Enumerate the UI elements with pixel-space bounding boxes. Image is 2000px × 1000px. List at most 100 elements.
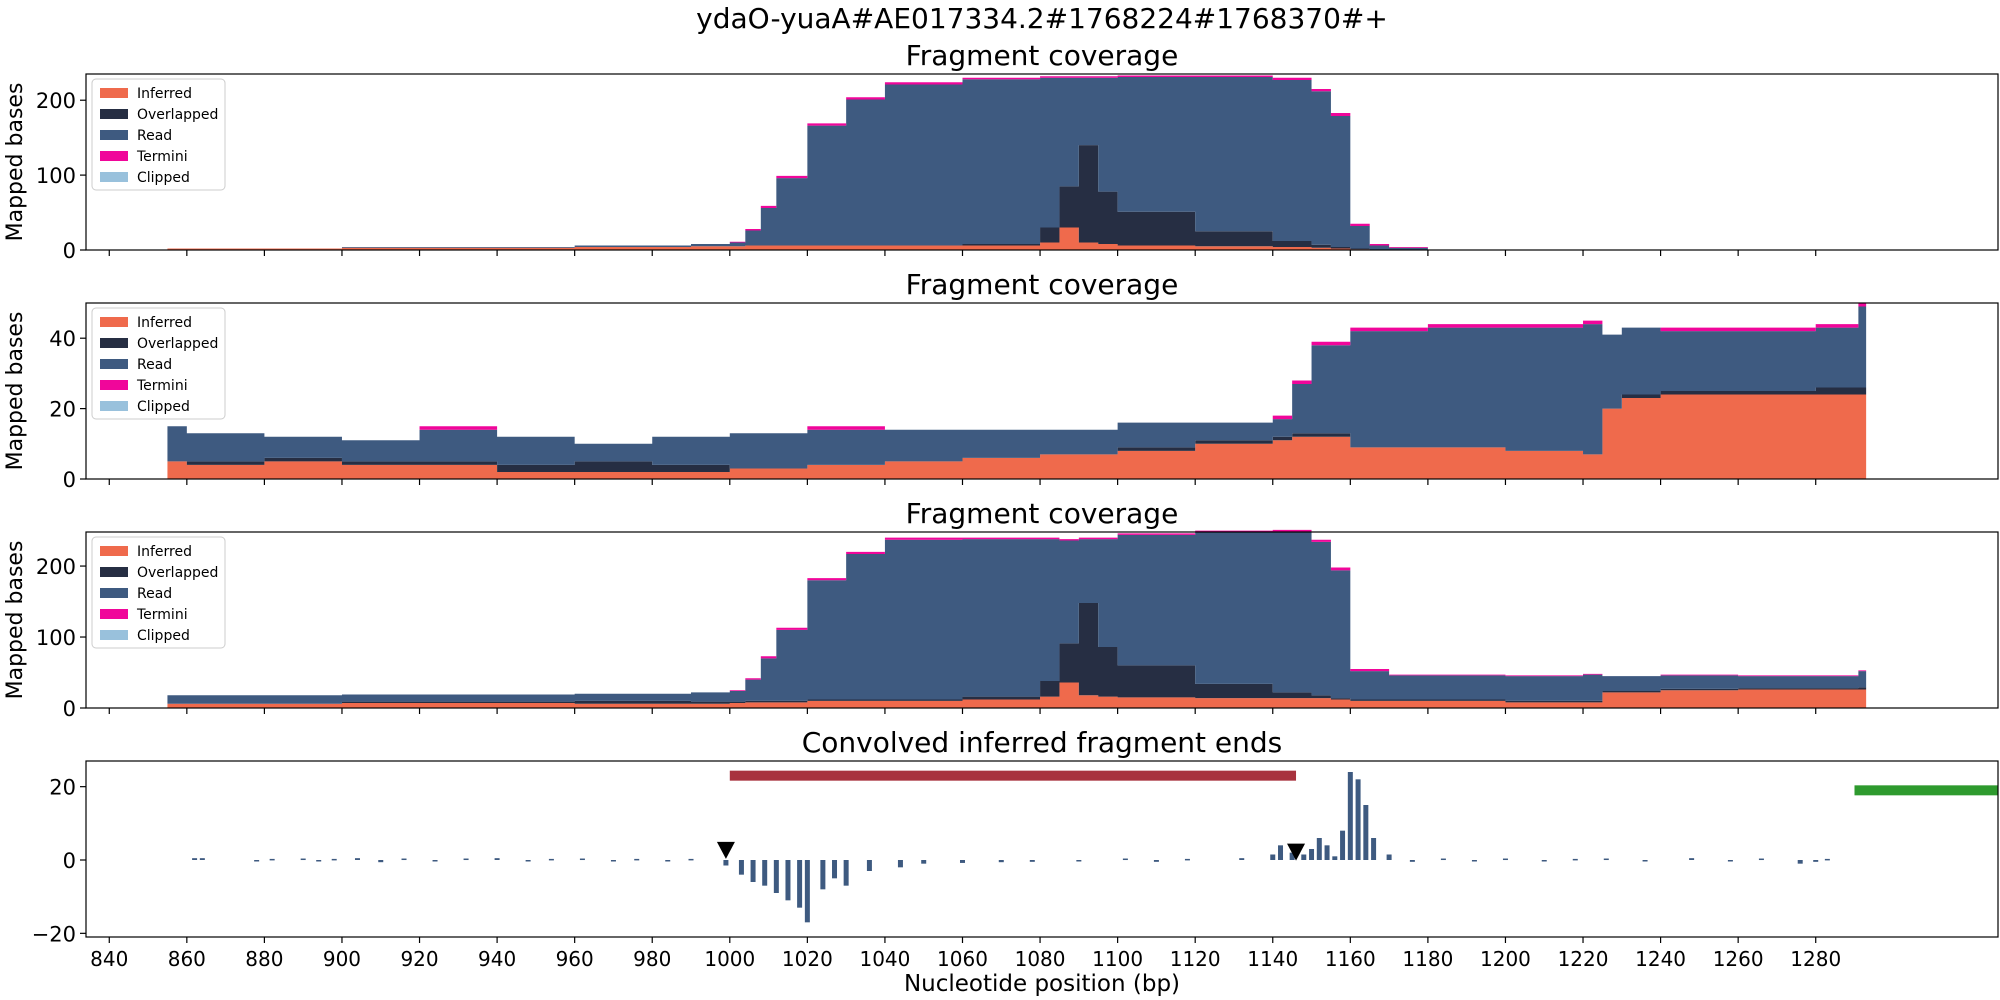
axes-frame	[85, 302, 1999, 480]
x-tick-label: 1220	[1558, 947, 1609, 971]
y-axis-label: Mapped bases	[3, 83, 28, 242]
signal-bar	[300, 858, 306, 861]
signal-bar	[998, 860, 1004, 863]
signal-bar	[634, 858, 640, 861]
y-tick-label: 100	[36, 626, 76, 650]
signal-bar	[1184, 858, 1190, 861]
legend-label-read: Read	[137, 586, 172, 602]
x-tick-label: 960	[556, 947, 594, 971]
signal-bar	[1371, 838, 1377, 860]
panel-4: Convolved inferred fragment ends −20 0 20 84…	[32, 726, 1999, 971]
signal-bar	[463, 858, 469, 861]
signal-bar	[804, 860, 810, 923]
axes-frame	[85, 760, 1999, 938]
signal-bar	[401, 858, 407, 861]
x-tick-label: 1280	[1790, 947, 1841, 971]
y-tick-label: 100	[36, 164, 76, 188]
x-tick-label: 940	[478, 947, 516, 971]
y-tick-label: −20	[32, 922, 76, 946]
legend-swatch-clipped	[100, 630, 128, 640]
x-tick-label: 1260	[1713, 947, 1764, 971]
legend: Inferred Overlapped Read Termini Clipped	[91, 536, 226, 649]
signal-bar	[1363, 805, 1369, 860]
legend: Inferred Overlapped Read Termini Clipped	[91, 307, 226, 420]
figure-title: ydaO-yuaA#AE017334.2#1768224#1768370#+	[696, 2, 1388, 35]
axes-frame	[85, 531, 1999, 709]
signal-bar	[866, 860, 872, 871]
signal-bar	[738, 860, 744, 875]
signal-bar	[723, 860, 729, 866]
legend-label-read: Read	[137, 128, 172, 144]
signal-bar	[432, 860, 438, 862]
signal-bar	[688, 858, 694, 861]
series-read	[167, 76, 1436, 250]
signal-bar	[610, 860, 616, 862]
signal-bar	[1029, 860, 1035, 862]
legend-label-termini: Termini	[136, 607, 188, 623]
legend-label-overlapped: Overlapped	[137, 565, 218, 581]
signal-bar	[1355, 779, 1361, 860]
signal-bar	[921, 860, 927, 864]
x-tick-label: 1180	[1402, 947, 1453, 971]
signal-bar	[832, 860, 838, 879]
legend-label-read: Read	[137, 357, 172, 373]
legend-label-overlapped: Overlapped	[137, 107, 218, 123]
x-tick-label: 920	[400, 947, 438, 971]
axes-frame	[85, 73, 1999, 251]
y-tick-label: 0	[63, 849, 76, 873]
x-tick-label: 1080	[1015, 947, 1066, 971]
signal-bar	[1727, 860, 1733, 862]
signal-bar	[1239, 858, 1245, 860]
y-tick-label: 0	[63, 697, 76, 721]
y-tick-label: 200	[36, 555, 76, 579]
y-tick-label: 0	[63, 239, 76, 263]
y-axis-label: Mapped bases	[3, 541, 28, 700]
series-read	[167, 532, 1867, 704]
y-tick-label: 200	[36, 89, 76, 113]
signal-bar	[316, 860, 322, 862]
signal-bar	[1278, 845, 1284, 860]
signal-bar	[897, 860, 903, 868]
marker-triangle-1	[716, 841, 735, 859]
panel-1: Fragment coverage Inferred Overlapped Read T…	[3, 39, 1999, 263]
legend-swatch-termini	[100, 151, 128, 161]
signal-bar	[1386, 854, 1392, 860]
marker-triangle-2	[1287, 843, 1306, 861]
signal-bar	[1502, 858, 1508, 861]
legend-label-clipped: Clipped	[137, 399, 190, 415]
signal-bar	[548, 858, 554, 861]
legend-label-overlapped: Overlapped	[137, 336, 218, 352]
legend-frame	[91, 78, 226, 191]
legend-swatch-overlapped	[100, 567, 128, 577]
signal-bar	[762, 860, 768, 886]
legend-label-termini: Termini	[136, 378, 188, 394]
signal-bar	[254, 860, 260, 862]
signal-bar	[1797, 860, 1803, 864]
x-tick-label: 1240	[1635, 947, 1686, 971]
signal-bar	[1270, 854, 1276, 860]
x-tick-label: 1120	[1170, 947, 1221, 971]
signal-bar	[378, 860, 384, 863]
x-tick-label: 1200	[1480, 947, 1531, 971]
signal-bar	[797, 860, 803, 908]
signal-bar	[1301, 854, 1307, 860]
signal-bar	[1309, 849, 1315, 860]
signal-bar	[1153, 860, 1159, 862]
legend-frame	[91, 536, 226, 649]
x-tick-label: 880	[245, 947, 283, 971]
legend-swatch-clipped	[100, 172, 128, 182]
x-tick-label: 1000	[704, 947, 755, 971]
y-tick-label: 20	[49, 398, 76, 422]
signal-bar	[1440, 858, 1446, 861]
panels: Fragment coverage Inferred Overlapped Read T…	[3, 39, 1999, 971]
y-tick-label: 20	[49, 776, 76, 800]
signal-bar	[1316, 838, 1322, 860]
x-tick-label: 1020	[782, 947, 833, 971]
span-bar-2	[1854, 785, 1998, 796]
signal-bar	[269, 858, 275, 861]
signal-bar	[354, 858, 360, 860]
x-tick-label: 860	[168, 947, 206, 971]
signal-bar	[525, 860, 531, 862]
signal-bar	[665, 860, 671, 862]
span-bar-1	[729, 770, 1297, 781]
